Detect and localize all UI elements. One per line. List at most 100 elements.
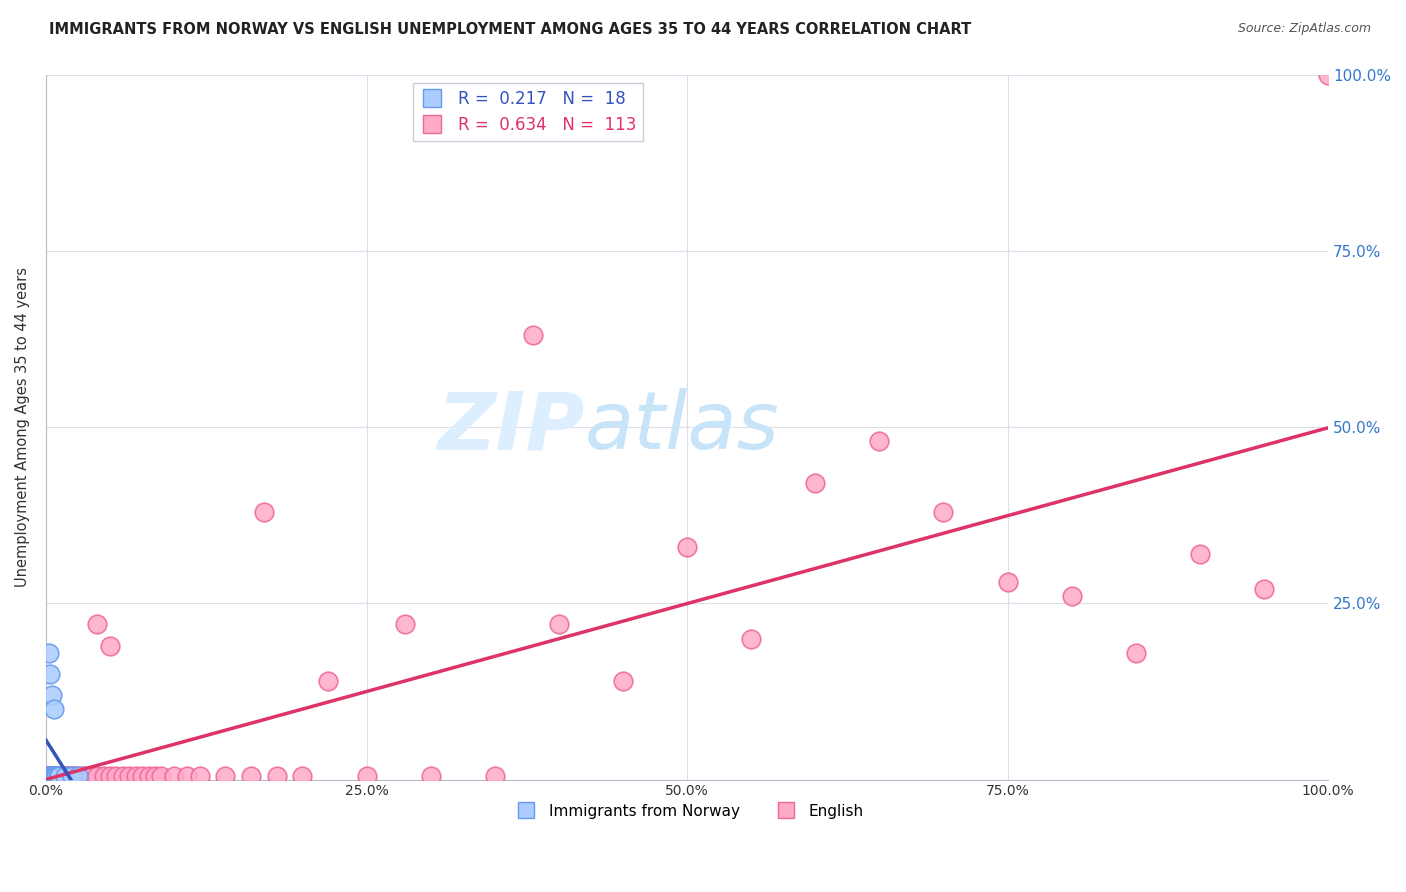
Point [39, 769, 62, 783]
Point [39, 769, 62, 783]
Point [41, 688, 63, 702]
Point [46, 769, 69, 783]
Point [38, 769, 60, 783]
Point [37, 769, 59, 783]
Point [356, 769, 378, 783]
Point [38, 769, 60, 783]
Point [547, 617, 569, 632]
Point [125, 769, 148, 783]
Point [60, 769, 83, 783]
Point [522, 328, 544, 343]
Point [86, 617, 108, 632]
Point [60, 769, 83, 783]
Point [37, 769, 59, 783]
Point [37, 769, 59, 783]
Point [45, 769, 67, 783]
Point [48, 769, 70, 783]
Point [266, 769, 288, 783]
Point [38, 769, 60, 783]
Point [740, 632, 762, 646]
Point [1317, 68, 1340, 82]
Point [188, 769, 211, 783]
Point [39, 769, 62, 783]
Point [52, 769, 75, 783]
Point [1188, 547, 1211, 561]
Point [143, 769, 166, 783]
Point [37, 769, 59, 783]
Point [138, 769, 160, 783]
Point [42, 769, 65, 783]
Point [46, 769, 69, 783]
Point [56, 769, 79, 783]
Point [44, 769, 66, 783]
Point [38, 769, 60, 783]
Point [37, 769, 59, 783]
Point [41, 769, 63, 783]
Point [38, 769, 60, 783]
Point [42, 769, 65, 783]
Point [38, 769, 60, 783]
Point [42, 769, 65, 783]
Point [316, 673, 339, 688]
Point [98, 769, 121, 783]
Point [51, 769, 73, 783]
Point [484, 769, 506, 783]
Point [804, 476, 827, 491]
Point [1125, 646, 1147, 660]
Point [612, 673, 634, 688]
Point [66, 769, 89, 783]
Point [42, 702, 65, 716]
Point [37, 769, 59, 783]
Point [45, 769, 67, 783]
Point [80, 769, 103, 783]
Point [53, 769, 76, 783]
Point [176, 769, 198, 783]
Point [38, 769, 60, 783]
Point [44, 769, 66, 783]
Point [38, 769, 60, 783]
Point [48, 769, 70, 783]
Point [37, 769, 59, 783]
Point [868, 434, 890, 449]
Point [51, 769, 73, 783]
Point [42, 769, 65, 783]
Point [38, 666, 60, 681]
Point [39, 769, 62, 783]
Point [53, 769, 76, 783]
Point [37, 769, 59, 783]
Point [394, 617, 416, 632]
Point [240, 769, 263, 783]
Point [58, 769, 80, 783]
Point [39, 769, 62, 783]
Text: atlas: atlas [585, 388, 779, 466]
Point [932, 505, 955, 519]
Point [70, 769, 93, 783]
Point [38, 769, 60, 783]
Point [1060, 589, 1083, 603]
Point [997, 575, 1019, 590]
Point [163, 769, 186, 783]
Point [86, 769, 108, 783]
Point [55, 769, 77, 783]
Point [291, 769, 314, 783]
Point [44, 769, 66, 783]
Point [63, 769, 86, 783]
Point [41, 769, 63, 783]
Point [214, 769, 236, 783]
Point [73, 769, 96, 783]
Point [48, 769, 70, 783]
Point [39, 769, 62, 783]
Point [38, 646, 60, 660]
Point [676, 540, 699, 554]
Point [52, 769, 75, 783]
Point [38, 769, 60, 783]
Point [37, 769, 59, 783]
Point [38, 769, 60, 783]
Point [42, 769, 65, 783]
Point [45, 769, 67, 783]
Point [38, 769, 60, 783]
Point [44, 769, 66, 783]
Point [53, 769, 76, 783]
Point [60, 769, 83, 783]
Point [46, 769, 69, 783]
